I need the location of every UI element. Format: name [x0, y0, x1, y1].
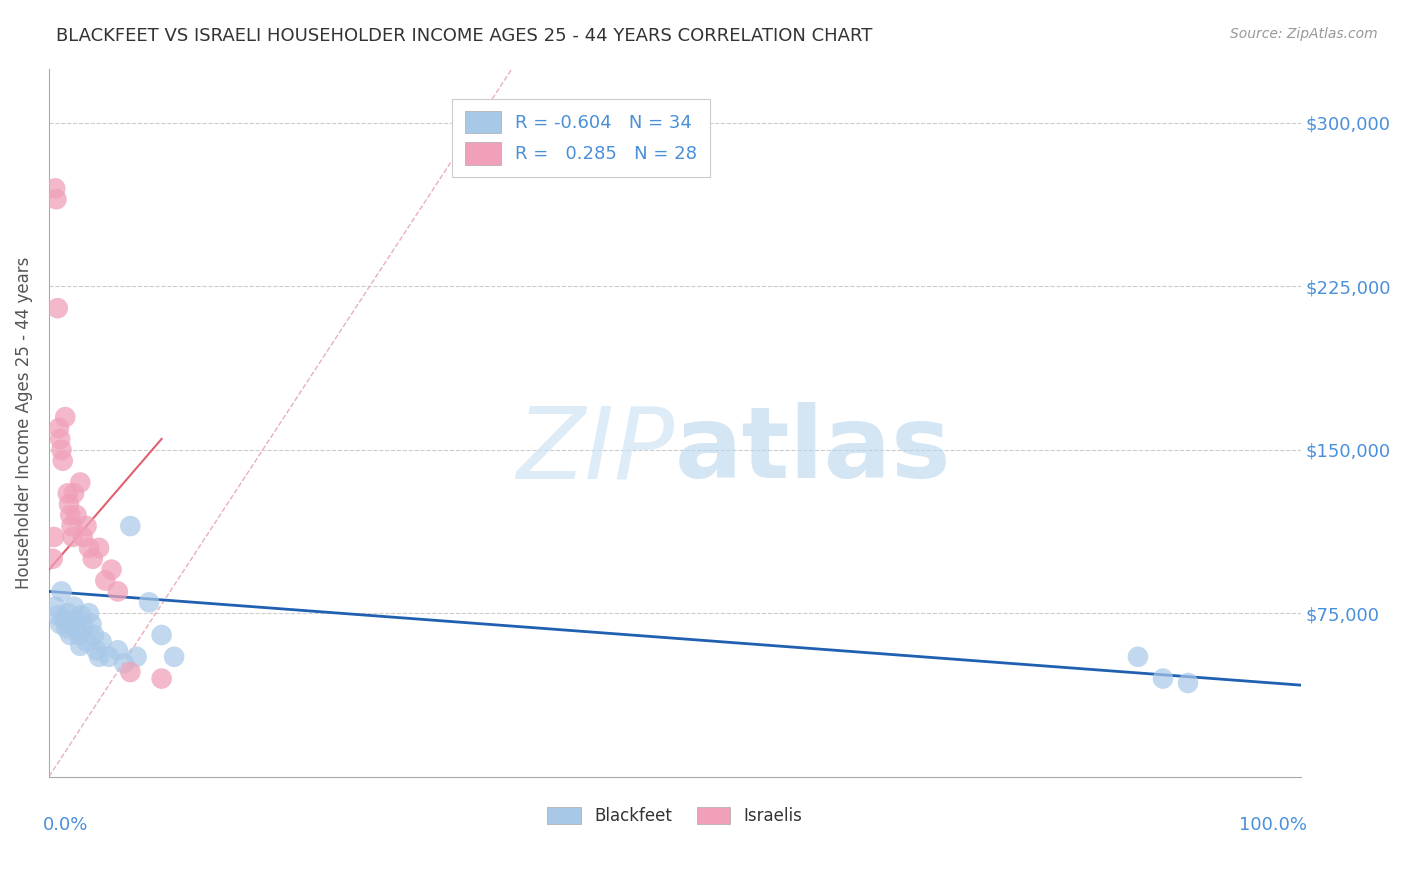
Point	[1152, 672, 1174, 686]
Text: atlas: atlas	[675, 402, 952, 500]
Point	[42, 530, 65, 544]
Point	[42, 551, 65, 566]
Point	[107, 584, 129, 599]
Point	[80, 617, 103, 632]
Point	[58, 497, 80, 511]
Point	[51, 584, 73, 599]
Point	[69, 639, 91, 653]
Point	[60, 617, 83, 632]
Point	[107, 643, 129, 657]
Point	[65, 622, 87, 636]
Point	[90, 634, 112, 648]
Point	[120, 665, 142, 679]
Point	[120, 519, 142, 533]
Point	[49, 617, 72, 632]
Point	[60, 519, 83, 533]
Point	[59, 508, 82, 523]
Point	[63, 599, 86, 614]
Point	[70, 608, 93, 623]
Point	[56, 486, 79, 500]
Point	[163, 649, 186, 664]
Point	[44, 181, 66, 195]
Point	[55, 622, 77, 636]
Point	[98, 649, 121, 664]
Point	[76, 519, 98, 533]
Point	[87, 541, 110, 555]
Point	[86, 643, 108, 657]
Point	[76, 634, 98, 648]
Point	[1177, 676, 1199, 690]
Legend: Blackfeet, Israelis: Blackfeet, Israelis	[540, 800, 808, 832]
Point	[65, 508, 87, 523]
Point	[46, 301, 69, 315]
Point	[44, 599, 66, 614]
Point	[56, 606, 79, 620]
Point	[72, 530, 94, 544]
Text: BLACKFEET VS ISRAELI HOUSEHOLDER INCOME AGES 25 - 44 YEARS CORRELATION CHART: BLACKFEET VS ISRAELI HOUSEHOLDER INCOME …	[56, 27, 873, 45]
Y-axis label: Householder Income Ages 25 - 44 years: Householder Income Ages 25 - 44 years	[15, 256, 32, 589]
Point	[63, 486, 86, 500]
Text: 100.0%: 100.0%	[1239, 815, 1308, 833]
Text: Source: ZipAtlas.com: Source: ZipAtlas.com	[1230, 27, 1378, 41]
Text: ZIP: ZIP	[516, 402, 675, 500]
Point	[48, 421, 70, 435]
Point	[112, 657, 135, 671]
Point	[53, 410, 76, 425]
Point	[83, 628, 105, 642]
Point	[49, 432, 72, 446]
Point	[46, 608, 69, 623]
Point	[77, 541, 100, 555]
Point	[53, 613, 76, 627]
Point	[150, 628, 173, 642]
Point	[73, 622, 96, 636]
Point	[51, 442, 73, 457]
Point	[77, 606, 100, 620]
Point	[125, 649, 148, 664]
Point	[52, 453, 75, 467]
Point	[62, 530, 84, 544]
Point	[100, 563, 122, 577]
Point	[69, 475, 91, 490]
Point	[45, 192, 67, 206]
Point	[82, 551, 104, 566]
Point	[150, 672, 173, 686]
Point	[138, 595, 160, 609]
Point	[59, 628, 82, 642]
Point	[65, 613, 87, 627]
Point	[67, 628, 90, 642]
Point	[1126, 649, 1149, 664]
Point	[87, 649, 110, 664]
Text: 0.0%: 0.0%	[42, 815, 89, 833]
Point	[94, 574, 117, 588]
